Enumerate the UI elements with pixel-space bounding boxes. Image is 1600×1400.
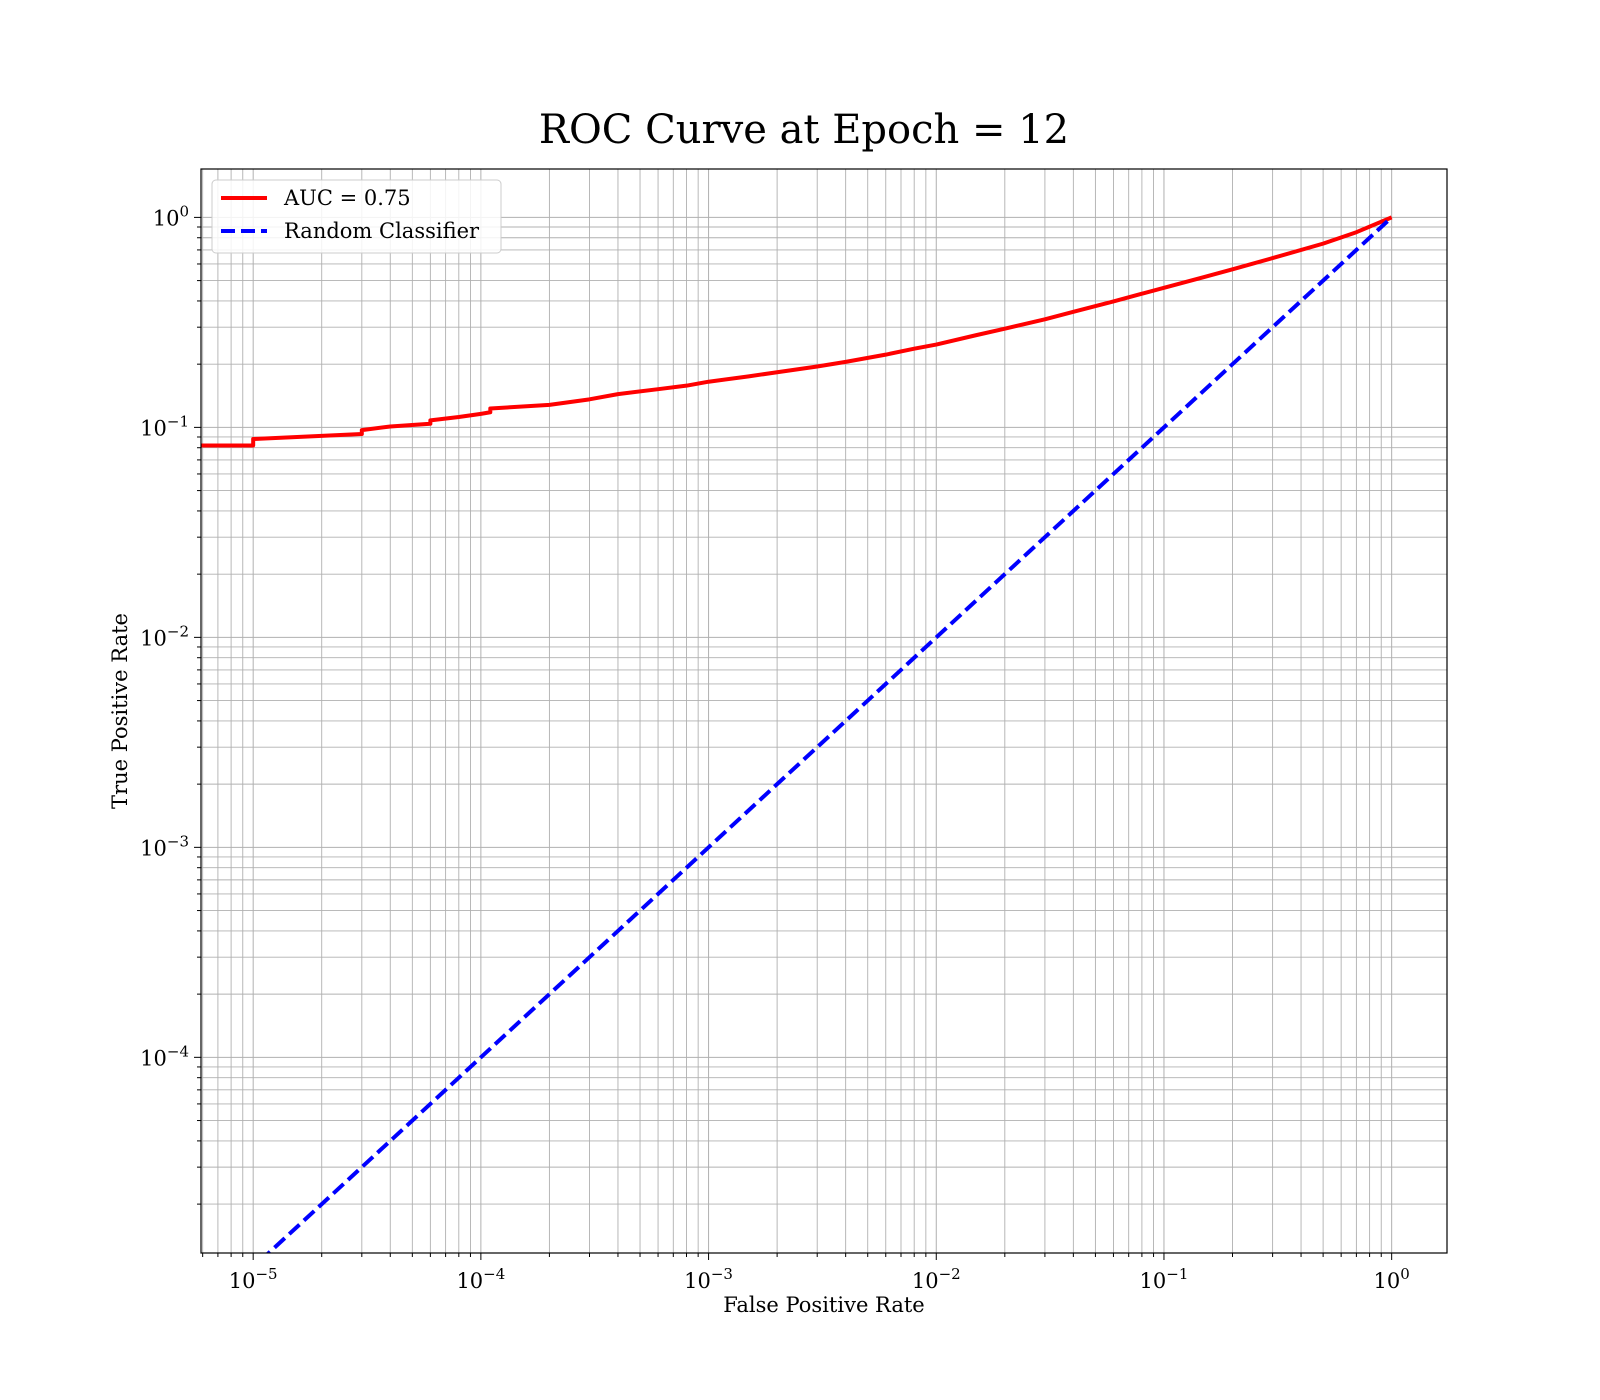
y-tick-label: 10−3 xyxy=(140,832,189,860)
x-tick-label: 100 xyxy=(1374,1265,1410,1293)
series-line-random xyxy=(265,215,1394,1253)
y-tick-label: 10−1 xyxy=(140,412,189,440)
legend-label: Random Classifier xyxy=(284,219,480,243)
legend: AUC = 0.75 Random Classifier xyxy=(211,179,502,254)
series-layer xyxy=(201,215,1394,1253)
grid-lines xyxy=(201,169,1447,1253)
series-line-roc xyxy=(201,215,1393,448)
x-tick-label: 10−5 xyxy=(229,1265,278,1293)
plot-frame xyxy=(200,168,1448,1254)
axis-ticks: 10−5 10−4 10−3 10−2 10−1 100 10−4 10−3 10−2 10−1 1… xyxy=(140,202,1410,1293)
x-axis-label: False Positive Rate xyxy=(723,1293,924,1317)
y-tick-label: 10−4 xyxy=(140,1042,189,1070)
y-axis-label: True Positive Rate xyxy=(108,613,132,809)
y-tick-label: 100 xyxy=(153,202,189,230)
x-tick-label: 10−2 xyxy=(912,1265,961,1293)
y-tick-label: 10−2 xyxy=(140,622,189,650)
x-tick-label: 10−3 xyxy=(684,1265,733,1293)
legend-label: AUC = 0.75 xyxy=(283,186,411,210)
x-tick-label: 10−4 xyxy=(456,1265,505,1293)
legend-frame xyxy=(211,179,502,254)
chart-title: ROC Curve at Epoch = 12 xyxy=(539,107,1069,153)
x-tick-label: 10−1 xyxy=(1140,1265,1189,1293)
